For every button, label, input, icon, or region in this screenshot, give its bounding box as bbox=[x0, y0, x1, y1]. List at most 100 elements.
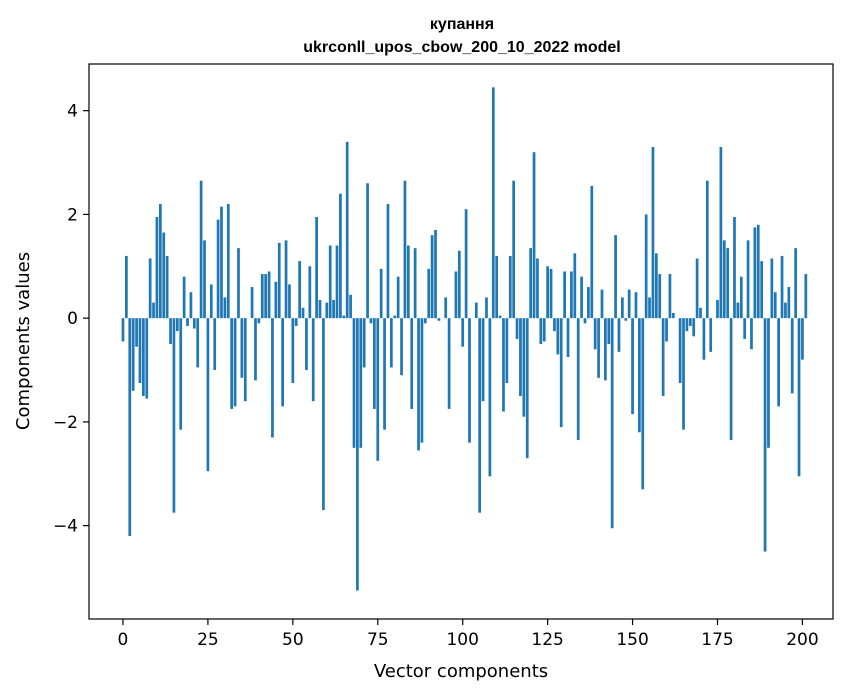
bar bbox=[410, 318, 414, 409]
bar bbox=[614, 235, 617, 319]
bar bbox=[519, 318, 522, 396]
bar bbox=[417, 318, 420, 451]
bar bbox=[254, 318, 257, 381]
x-axis-ticks: 0 25 50 75 100 125 150 175 200 bbox=[118, 619, 819, 650]
bar bbox=[600, 289, 604, 319]
bar bbox=[457, 250, 461, 319]
bar bbox=[223, 297, 227, 319]
bar bbox=[773, 292, 777, 319]
bar bbox=[587, 287, 590, 319]
bar bbox=[654, 253, 658, 319]
bar bbox=[688, 318, 692, 326]
bar bbox=[760, 261, 764, 319]
bar bbox=[376, 318, 380, 461]
bar bbox=[199, 180, 203, 319]
x-tick-label: 100 bbox=[446, 630, 478, 650]
bar bbox=[794, 248, 797, 319]
bar bbox=[491, 87, 495, 319]
bar bbox=[423, 318, 427, 324]
bar bbox=[705, 180, 709, 319]
bar bbox=[206, 318, 210, 472]
bar bbox=[722, 240, 726, 319]
bar bbox=[403, 180, 407, 319]
bar bbox=[148, 258, 152, 319]
bar bbox=[461, 318, 465, 347]
x-tick-label: 75 bbox=[367, 630, 389, 650]
bar bbox=[406, 245, 410, 319]
x-tick-label: 125 bbox=[531, 630, 563, 650]
x-tick-label: 50 bbox=[282, 630, 304, 650]
bar bbox=[553, 318, 556, 332]
bar bbox=[661, 318, 665, 396]
y-axis-label: Components values bbox=[13, 252, 34, 430]
bar bbox=[226, 204, 230, 319]
bar bbox=[566, 318, 570, 358]
bar bbox=[488, 318, 492, 477]
x-tick-label: 150 bbox=[616, 630, 648, 650]
bar bbox=[396, 276, 400, 319]
bar bbox=[298, 261, 301, 319]
bar bbox=[315, 217, 318, 319]
bar bbox=[746, 240, 750, 319]
bar bbox=[508, 255, 512, 319]
bar bbox=[695, 258, 699, 319]
bar bbox=[213, 318, 217, 371]
bar bbox=[593, 318, 597, 350]
bar bbox=[125, 255, 128, 319]
bar bbox=[301, 307, 305, 319]
bar bbox=[532, 152, 536, 319]
bar bbox=[651, 146, 655, 319]
bar bbox=[393, 315, 397, 319]
bar bbox=[447, 318, 451, 409]
bar bbox=[169, 318, 172, 345]
bar bbox=[590, 185, 594, 319]
bar bbox=[505, 318, 509, 383]
bar bbox=[464, 209, 468, 319]
bar bbox=[621, 297, 624, 319]
bar bbox=[356, 318, 359, 591]
bar bbox=[352, 318, 356, 448]
bar bbox=[128, 318, 132, 537]
bar bbox=[736, 302, 740, 319]
bar bbox=[444, 297, 448, 319]
bar bbox=[549, 268, 553, 319]
bar bbox=[790, 318, 794, 394]
bar bbox=[536, 258, 539, 319]
x-tick-label: 200 bbox=[786, 630, 818, 650]
bar bbox=[665, 318, 668, 342]
bar bbox=[131, 318, 135, 391]
bar bbox=[641, 318, 645, 490]
bar bbox=[719, 146, 723, 319]
bar bbox=[624, 318, 628, 321]
bar bbox=[648, 297, 651, 319]
bar bbox=[478, 318, 482, 513]
bar bbox=[121, 318, 125, 342]
bar bbox=[271, 318, 274, 438]
bar bbox=[638, 318, 641, 433]
bar bbox=[427, 268, 431, 319]
bar bbox=[512, 180, 516, 319]
bar bbox=[539, 318, 543, 345]
bar bbox=[685, 318, 689, 332]
bar bbox=[529, 248, 532, 319]
bar bbox=[434, 229, 437, 319]
bar bbox=[485, 297, 488, 319]
bar bbox=[322, 318, 325, 511]
bar bbox=[634, 292, 638, 319]
bar bbox=[454, 271, 458, 319]
bar bbox=[763, 318, 767, 552]
bar bbox=[502, 318, 505, 412]
bar bbox=[784, 302, 787, 319]
bar bbox=[308, 266, 312, 319]
bar bbox=[135, 318, 138, 347]
bar bbox=[767, 318, 770, 448]
bar bbox=[556, 318, 560, 355]
bar bbox=[240, 318, 244, 378]
bar bbox=[237, 248, 240, 319]
bar bbox=[495, 255, 499, 319]
y-tick-label: −2 bbox=[53, 413, 78, 433]
bar bbox=[342, 315, 346, 319]
bar bbox=[716, 300, 719, 319]
bar bbox=[644, 214, 648, 319]
bar bbox=[780, 255, 784, 319]
